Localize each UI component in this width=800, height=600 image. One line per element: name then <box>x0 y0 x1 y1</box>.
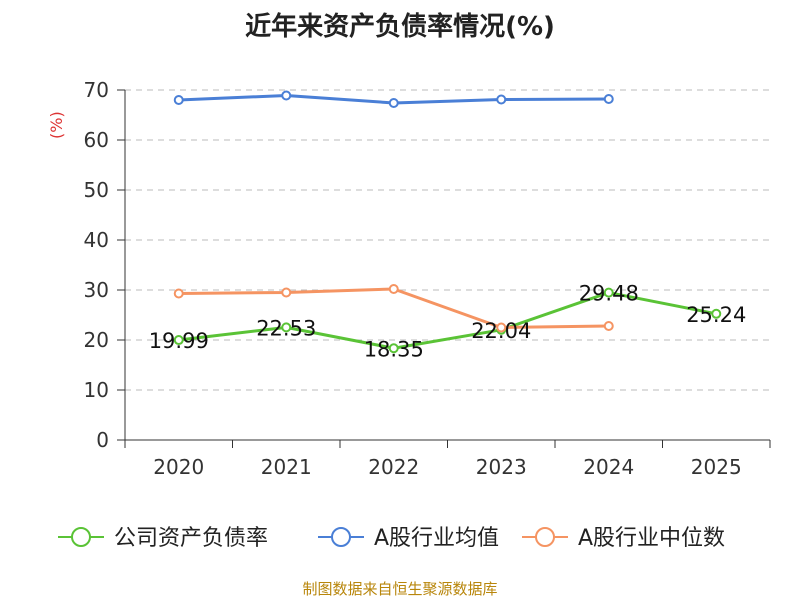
axes: 0 10 20 30 40 50 60 70 2020 2021 2022 2023 2024 2025 <box>84 78 771 479</box>
y-tick-label: 50 <box>84 178 109 202</box>
series-point-2 <box>173 288 184 299</box>
source-note: 制图数据来自恒生聚源数据库 <box>302 580 498 598</box>
series-point-2 <box>388 284 399 294</box>
series-point-1 <box>603 94 614 104</box>
series-point-2 <box>496 322 507 333</box>
legend: 公司资产负债率 A股行业均值 A股行业中位数 <box>58 526 725 551</box>
data-label: 25.24 <box>686 303 746 327</box>
y-tick-label: 60 <box>84 128 109 152</box>
series-group <box>173 90 722 354</box>
legend-marker <box>71 527 91 547</box>
data-label: 18.35 <box>364 337 424 361</box>
y-tick-label: 20 <box>84 328 109 352</box>
series-point-1 <box>496 94 507 105</box>
series-point-0 <box>281 322 292 333</box>
legend-label: A股行业中位数 <box>578 526 725 551</box>
series-point-0 <box>711 308 722 319</box>
series-line-2 <box>178 287 609 329</box>
x-tick-label: 2022 <box>368 455 419 479</box>
series-point-0 <box>388 343 399 354</box>
y-tick-label: 30 <box>84 278 109 302</box>
y-tick-label: 70 <box>84 78 109 102</box>
series-point-0 <box>603 287 614 298</box>
series-point-1 <box>388 98 399 108</box>
y-tick-label: 0 <box>96 428 109 452</box>
data-label: 29.48 <box>579 282 639 306</box>
y-tick-label: 10 <box>84 378 109 402</box>
x-tick-label: 2023 <box>476 455 527 479</box>
data-labels: 19.99 22.53 18.35 22.04 29.48 25.24 <box>149 282 747 362</box>
series-point-1 <box>173 95 184 105</box>
x-tick-label: 2020 <box>153 455 204 479</box>
series-point-2 <box>603 321 614 331</box>
gridlines <box>125 89 770 391</box>
data-label: 19.99 <box>149 329 209 353</box>
series-line-0 <box>178 291 717 350</box>
data-label: 22.53 <box>256 316 316 340</box>
legend-marker <box>535 527 555 547</box>
x-tick-label: 2024 <box>583 455 634 479</box>
legend-label: A股行业均值 <box>374 526 499 551</box>
legend-marker <box>331 527 351 547</box>
legend-label: 公司资产负债率 <box>114 526 268 551</box>
chart-title: 近年来资产负债率情况(%) <box>245 12 555 42</box>
series-point-0 <box>173 335 184 346</box>
x-tick-label: 2025 <box>691 455 742 479</box>
x-tick-label: 2021 <box>261 455 312 479</box>
series-point-2 <box>281 287 292 298</box>
data-label: 22.04 <box>471 319 531 343</box>
y-tick-label: 40 <box>84 228 109 252</box>
series-point-1 <box>281 90 292 101</box>
